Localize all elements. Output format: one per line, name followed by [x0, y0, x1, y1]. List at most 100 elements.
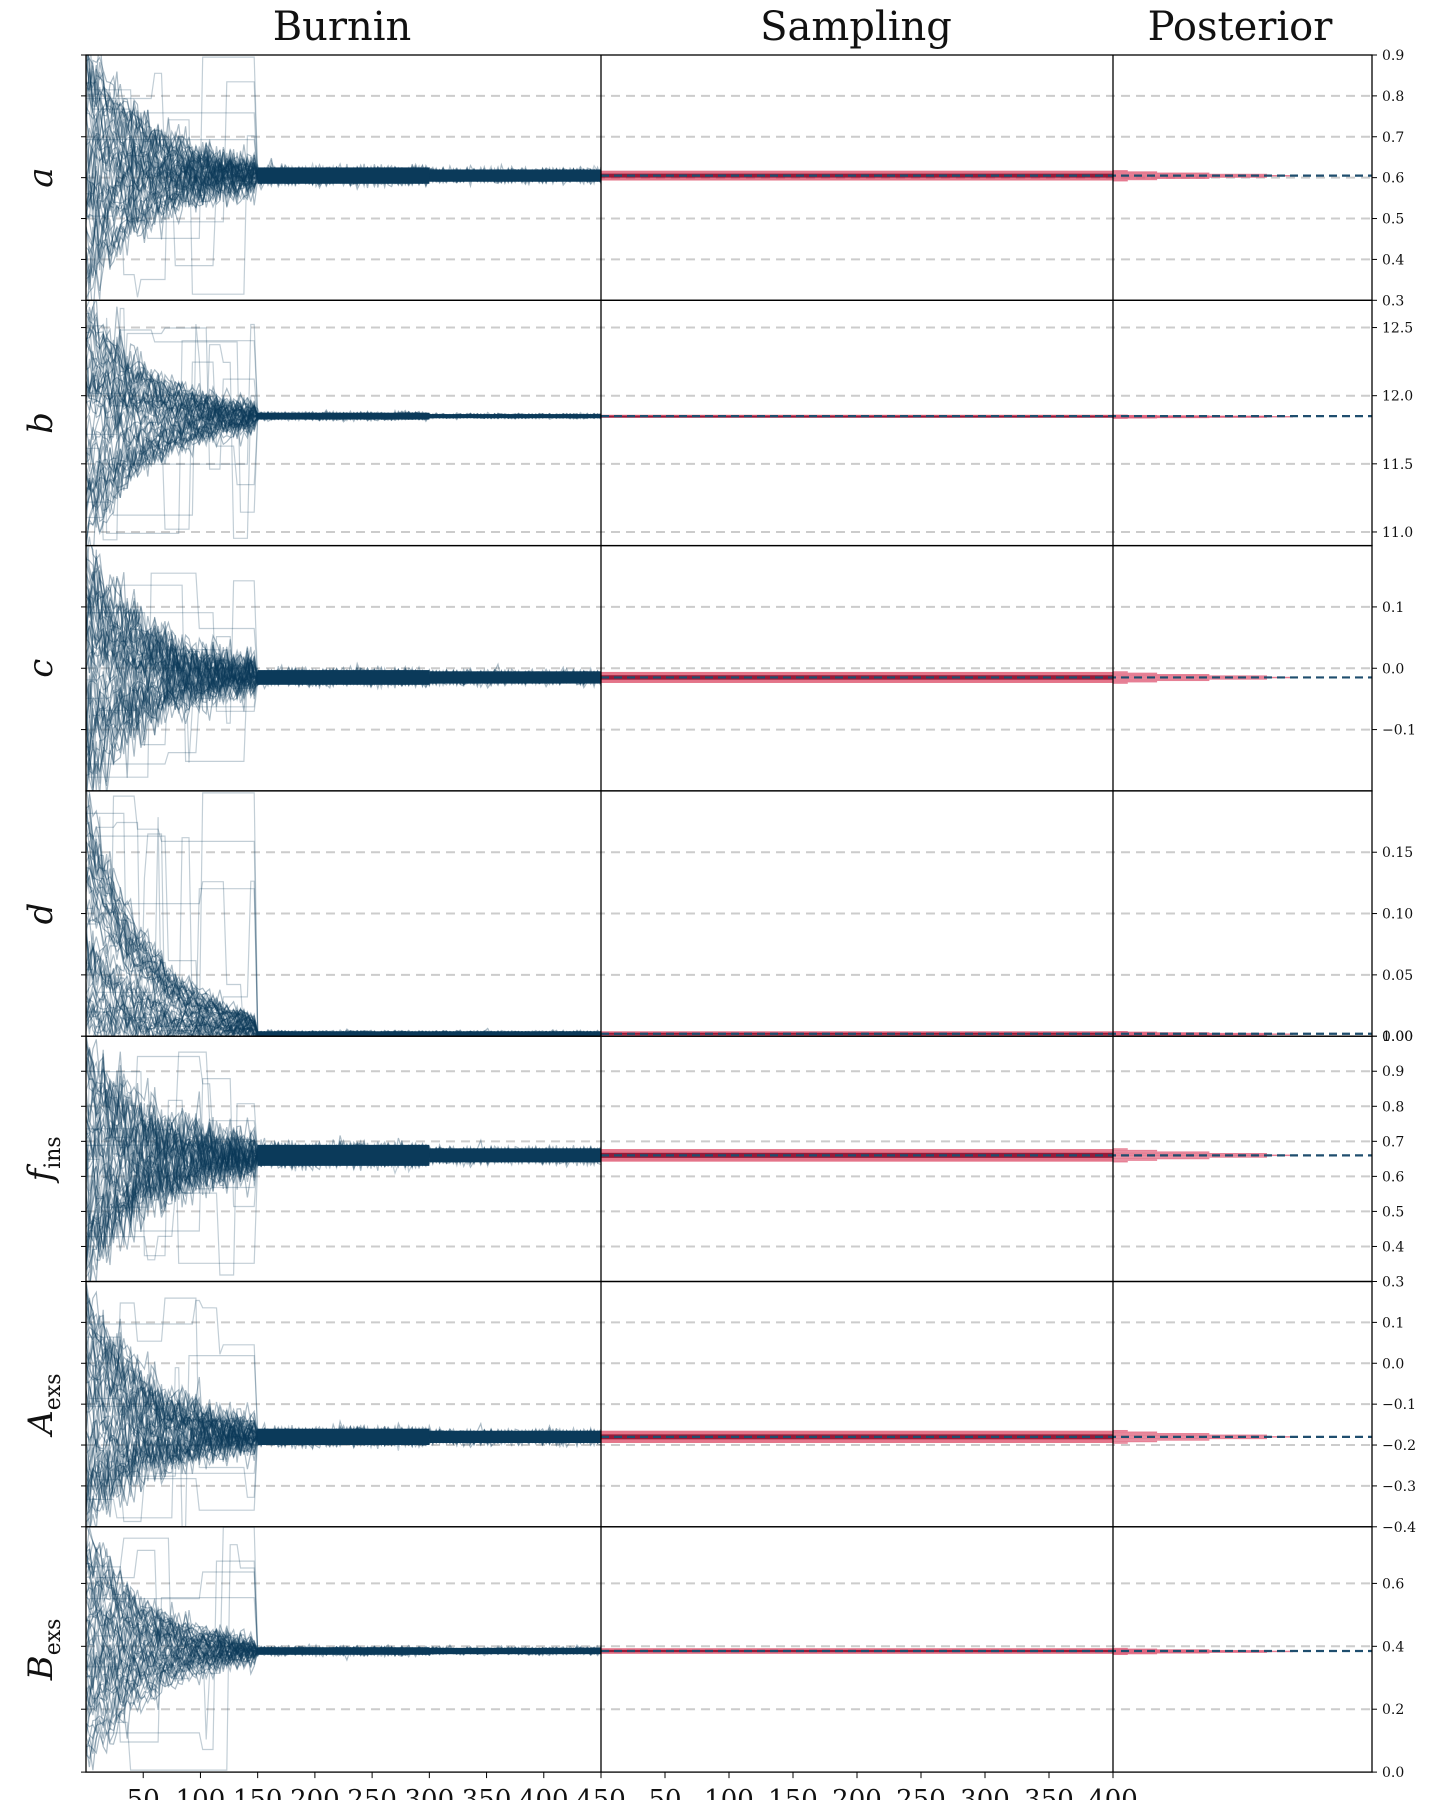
burnin-core-band [257, 167, 430, 184]
param-label-symbol: d [21, 903, 61, 925]
y-tick-label: −0.4 [1382, 1520, 1416, 1536]
posterior-bar [1113, 1153, 1267, 1155]
posterior-bar [1113, 682, 1128, 684]
posterior-bar [1113, 1156, 1267, 1158]
x-tick-label-burnin: 350 [462, 1785, 512, 1800]
panel-a: 0.9 0.8 0.7 0.6 0.5 0.4 0.3 a [21, 48, 1404, 309]
y-tick-label: 0.05 [1382, 968, 1413, 984]
x-tick-label-sampling: 400 [1088, 1785, 1138, 1800]
posterior-bar [1113, 1437, 1267, 1440]
posterior-bar [1113, 1434, 1267, 1437]
sampling-core [601, 415, 1113, 418]
param-label-symbol: A [21, 1410, 61, 1438]
x-tick-label-sampling: 150 [768, 1785, 818, 1800]
sampling-core [601, 1649, 1113, 1653]
burnin-core-band [429, 169, 601, 182]
y-tick-label: 0.6 [1382, 1169, 1404, 1185]
posterior-bar [1113, 1429, 1128, 1432]
posterior-bar [1113, 1031, 1158, 1034]
trace-panels: 0.9 0.8 0.7 0.6 0.5 0.4 0.3 a 12.5 12.0 11.5 11.0 b 0… [21, 48, 1416, 1781]
panel-frame [85, 790, 1373, 1037]
sampling-core [601, 1434, 1113, 1440]
panel-frame [85, 1280, 1373, 1528]
posterior-bar [1113, 171, 1158, 173]
column-title-burnin: Burnin [273, 4, 412, 50]
x-tick-label-burnin: 450 [576, 1785, 626, 1800]
posterior-bar [1113, 1442, 1128, 1444]
sampling-core [601, 675, 1113, 680]
burnin-core-band [257, 1031, 430, 1037]
y-tick-label: 0.6 [1382, 1576, 1404, 1592]
posterior-bar [1113, 178, 1158, 181]
x-axis: 50 100 150 200 250 300 350 400 450 50 100 150 200 250… [127, 1772, 1138, 1800]
posterior-bar [1113, 177, 1210, 179]
y-tick-label: 0.4 [1382, 252, 1404, 268]
posterior-bar [1113, 1439, 1210, 1441]
posterior-bar [1113, 1647, 1128, 1650]
posterior-bar [1113, 170, 1128, 172]
posterior-bar [1113, 1160, 1128, 1163]
burnin-chain [86, 1645, 602, 1768]
y-tick-label: 0.3 [1382, 293, 1404, 309]
x-tick-label-burnin: 100 [176, 1785, 226, 1800]
param-label-subscript: ins [41, 1136, 66, 1169]
panel-f-ins: 1.00 0.9 0.8 0.7 0.6 0.5 0.4 0.3 fins [21, 1029, 1413, 1290]
column-title-posterior: Posterior [1148, 4, 1334, 50]
posterior-bar [1113, 172, 1210, 175]
param-label: fins [21, 1136, 66, 1184]
param-label: Bexs [21, 1619, 66, 1682]
y-tick-label: 0.9 [1382, 48, 1404, 64]
column-title-sampling: Sampling [760, 4, 952, 50]
burnin-core-band [429, 1148, 601, 1163]
y-tick-label: 0.7 [1382, 130, 1404, 146]
y-tick-label: 0.4 [1382, 1639, 1404, 1655]
sampling-core [601, 173, 1113, 178]
param-label: b [21, 412, 61, 434]
burnin-core-band [429, 671, 601, 684]
sampling-core [601, 1032, 1113, 1035]
x-tick-label-sampling: 300 [960, 1785, 1010, 1800]
posterior-bar [1113, 680, 1158, 683]
panel-b: 12.5 12.0 11.5 11.0 b [21, 299, 1413, 547]
y-tick-label: 0.8 [1382, 1099, 1404, 1115]
param-label: Aexs [21, 1374, 66, 1438]
y-tick-label: 0.8 [1382, 89, 1404, 105]
y-tick-label: 12.5 [1382, 321, 1413, 337]
posterior-bar [1113, 1149, 1158, 1152]
param-label-subscript: exs [41, 1619, 66, 1656]
y-tick-label: −0.2 [1382, 1438, 1416, 1454]
x-tick-label-burnin: 200 [290, 1785, 340, 1800]
posterior-bar [1113, 679, 1210, 682]
y-tick-label: 0.1 [1382, 1315, 1404, 1331]
y-tick-label: 1.00 [1382, 1029, 1413, 1045]
y-tick-label: 0.1 [1382, 600, 1404, 616]
panel-c: 0.1 0.0 −0.1 c [21, 544, 1416, 792]
x-tick-label-burnin: 300 [405, 1785, 455, 1800]
posterior-bar [1113, 675, 1267, 677]
posterior-bar [1113, 678, 1267, 680]
y-tick-label: 0.15 [1382, 845, 1413, 861]
param-label: d [21, 903, 61, 925]
param-label: a [21, 168, 61, 188]
y-tick-label: 12.0 [1382, 389, 1413, 405]
posterior-bar [1113, 1433, 1210, 1435]
burnin-core-band [257, 1647, 430, 1655]
burnin-core-band [429, 1430, 601, 1443]
param-label-symbol: a [21, 168, 61, 188]
y-tick-label: 11.0 [1382, 525, 1413, 541]
posterior-bar [1113, 1148, 1128, 1150]
y-tick-label: 0.0 [1382, 1765, 1404, 1781]
x-tick-label-sampling: 350 [1024, 1785, 1074, 1800]
sampling-core [601, 1152, 1113, 1158]
panel-A-exs: 0.1 0.0 −0.1 −0.2 −0.3 −0.4 Aexs [21, 1280, 1416, 1536]
posterior-bar [1113, 1157, 1210, 1160]
param-label-symbol: b [21, 412, 61, 434]
panel-d: 0.15 0.10 0.05 0.00 d [21, 790, 1413, 1045]
y-tick-label: 0.5 [1382, 1204, 1404, 1220]
y-tick-label: −0.1 [1382, 1397, 1416, 1413]
posterior-bar [1113, 176, 1267, 178]
burnin-core-band [429, 414, 601, 419]
x-tick-label-burnin: 50 [127, 1785, 160, 1800]
burnin-core-band [257, 1428, 430, 1446]
